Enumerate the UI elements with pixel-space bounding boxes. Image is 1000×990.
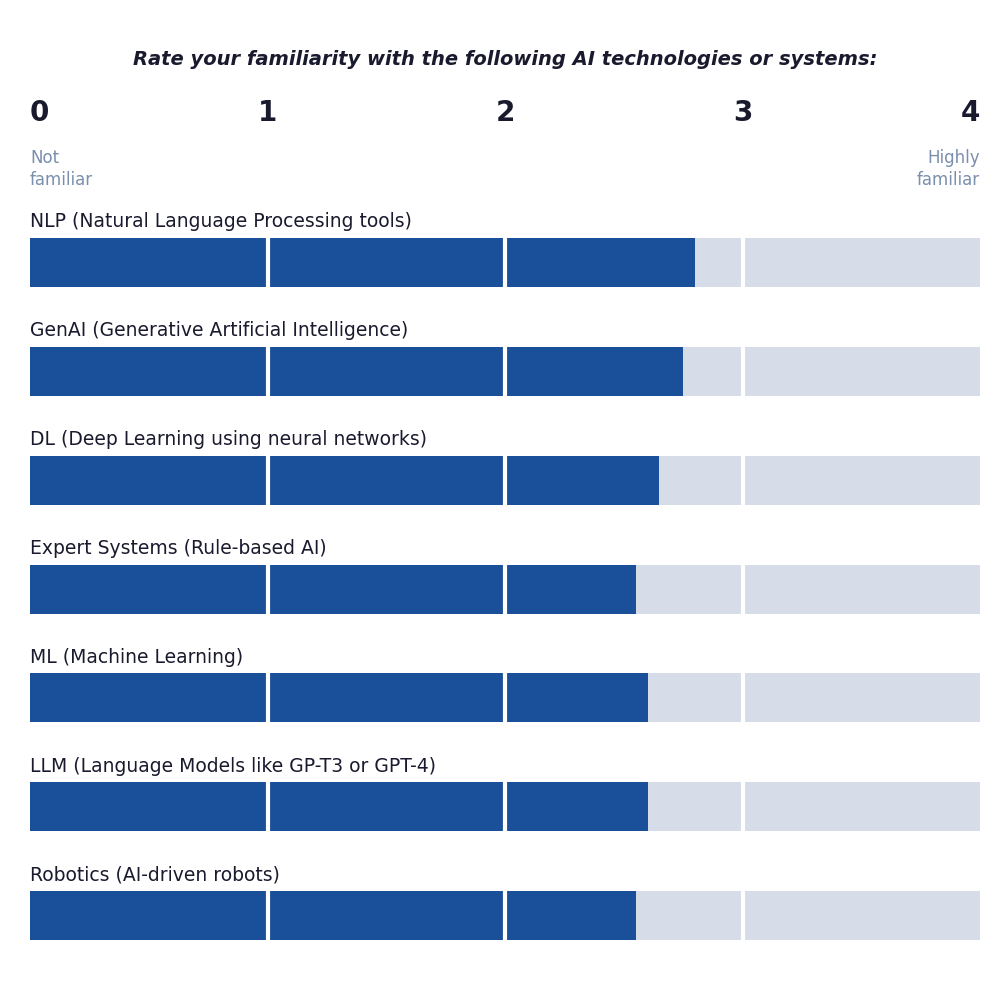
Bar: [30, 782, 648, 832]
Text: Highly
familiar: Highly familiar: [917, 148, 980, 189]
Text: NLP (Natural Language Processing tools): NLP (Natural Language Processing tools): [30, 212, 412, 232]
Bar: [30, 564, 980, 614]
Text: Robotics (AI-driven robots): Robotics (AI-driven robots): [30, 865, 280, 885]
Bar: [30, 891, 980, 940]
Text: 3: 3: [733, 99, 752, 127]
Text: 1: 1: [258, 99, 277, 127]
Text: GenAI (Generative Artificial Intelligence): GenAI (Generative Artificial Intelligenc…: [30, 321, 408, 341]
Text: LLM (Language Models like GP-T3 or GPT-4): LLM (Language Models like GP-T3 or GPT-4…: [30, 756, 436, 776]
Bar: [30, 673, 648, 723]
Text: 4: 4: [961, 99, 980, 127]
Text: DL (Deep Learning using neural networks): DL (Deep Learning using neural networks): [30, 430, 427, 449]
Bar: [30, 673, 980, 723]
Text: Rate your familiarity with the following AI technologies or systems:: Rate your familiarity with the following…: [133, 50, 877, 69]
Bar: [30, 455, 980, 505]
Bar: [30, 455, 659, 505]
Bar: [30, 346, 683, 396]
Text: Not
familiar: Not familiar: [30, 148, 93, 189]
Bar: [30, 346, 980, 396]
Bar: [30, 238, 695, 287]
Bar: [30, 564, 636, 614]
Text: ML (Machine Learning): ML (Machine Learning): [30, 647, 243, 667]
Text: 0: 0: [30, 99, 49, 127]
Text: Expert Systems (Rule-based AI): Expert Systems (Rule-based AI): [30, 539, 327, 558]
Bar: [30, 891, 636, 940]
Bar: [30, 782, 980, 832]
Bar: [30, 238, 980, 287]
Text: 2: 2: [495, 99, 515, 127]
